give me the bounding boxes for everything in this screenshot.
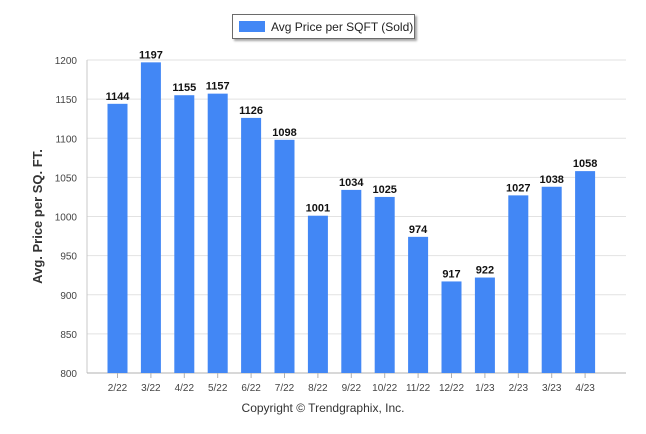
bar-value-label: 1126 [239,105,263,117]
bar-value-label: 974 [409,224,428,236]
y-tick-label: 1000 [55,213,78,224]
bar [307,215,328,373]
x-tick-label: 2/22 [108,383,128,394]
bar-value-label: 1058 [573,158,597,170]
bar [207,93,228,374]
legend-label: Avg Price per SQFT (Sold) [271,19,414,34]
y-tick-label: 1100 [55,134,77,145]
x-tick-label: 8/22 [308,383,328,394]
bar [408,236,429,373]
bar [441,281,462,373]
bar [341,189,362,373]
bar-value-label: 1157 [206,81,230,93]
x-tick-label: 12/22 [439,383,464,394]
bar [174,95,195,374]
bar-value-label: 917 [442,268,460,280]
y-tick-label: 950 [60,252,77,263]
bar-value-label: 1038 [539,174,563,186]
x-tick-label: 5/22 [208,383,228,394]
bar [541,186,562,373]
bar [575,171,596,373]
y-tick-label: 1150 [55,95,77,106]
bar [107,103,128,373]
y-tick-label: 800 [60,369,77,380]
x-tick-label: 6/22 [241,383,261,394]
bar [508,195,529,373]
x-tick-label: 7/22 [275,383,295,394]
legend-swatch [239,21,265,32]
x-tick-label: 1/23 [475,383,495,394]
bar-value-label: 1098 [272,127,296,139]
y-tick-label: 1200 [55,56,78,67]
x-tick-label: 4/23 [575,383,595,394]
bar [140,62,161,373]
x-tick-label: 2/23 [509,383,529,394]
y-tick-label: 900 [60,291,77,302]
bar [241,117,262,373]
chart-legend: Avg Price per SQFT (Sold) [232,14,415,39]
x-tick-label: 9/22 [342,383,362,394]
bar-value-label: 1027 [506,182,530,194]
x-tick-label: 3/22 [141,383,161,394]
y-tick-label: 1050 [55,173,78,184]
bar-value-label: 1025 [372,184,396,196]
x-tick-label: 10/22 [372,383,397,394]
bar [374,196,395,373]
y-axis-label: Avg. Price per SQ. FT. [30,149,45,284]
bar-value-label: 1155 [172,82,196,94]
bar-value-label: 922 [476,265,494,277]
copyright-footer: Copyright © Trendgraphix, Inc. [241,401,405,415]
bar-value-label: 1001 [306,203,330,215]
x-tick-label: 11/22 [406,383,431,394]
bar [274,139,295,373]
y-tick-label: 850 [60,330,77,341]
bar [474,277,495,373]
bar-value-label: 1144 [106,91,131,103]
x-tick-label: 4/22 [175,383,195,394]
bar-value-label: 1197 [139,49,163,61]
bar-value-label: 1034 [339,177,364,189]
x-tick-label: 3/23 [542,383,562,394]
